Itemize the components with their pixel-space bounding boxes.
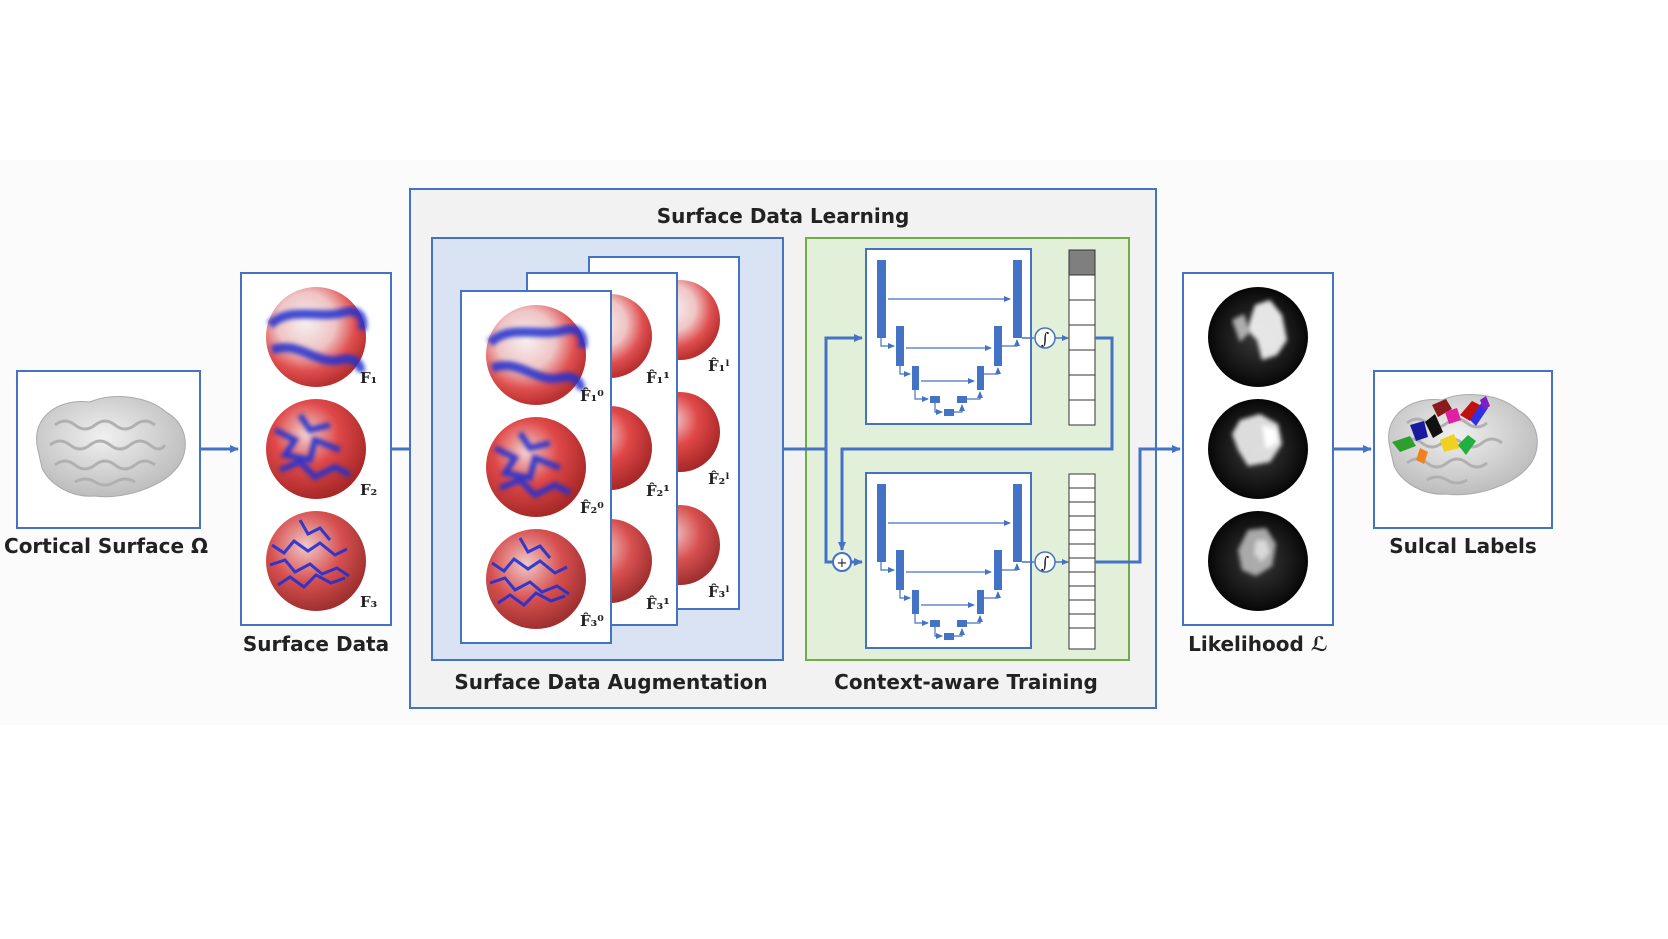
unet-bottom	[865, 472, 1032, 649]
aug-sphere-f3-0	[486, 529, 586, 629]
aug-label-f1-0: F̂₁⁰	[580, 387, 604, 405]
brain-image	[36, 396, 186, 498]
likelihood-map-3	[1208, 511, 1308, 611]
feature-label-f3: F₃	[360, 593, 377, 611]
feature-label-f2: F₂	[360, 481, 377, 499]
surface-data-label: Surface Data	[243, 632, 389, 656]
augmented-card-0: F̂₁⁰ F̂₂⁰ F̂₃⁰	[460, 290, 612, 644]
aug-label-f3-1: F̂₃¹	[646, 595, 670, 613]
output-vector-top	[1068, 249, 1096, 426]
context-aware-training-label: Context-aware Training	[834, 670, 1098, 694]
cortical-surface-label: Cortical Surface Ω	[4, 534, 208, 558]
sulcal-labels-panel	[1373, 370, 1553, 529]
aug-label-f3-l: F̂₃ˡ	[708, 583, 730, 601]
aug-sphere-f1-0	[486, 305, 588, 405]
likelihood-label: Likelihood ℒ	[1188, 632, 1328, 656]
unet-top	[865, 248, 1032, 425]
likelihood-map-1	[1208, 287, 1308, 387]
labeled-brain-image	[1388, 394, 1538, 496]
likelihood-map-2	[1208, 399, 1308, 499]
aug-label-f1-1: F̂₁¹	[646, 369, 670, 387]
sphere-f3	[266, 511, 366, 611]
sphere-f1	[266, 287, 368, 387]
arrow-augmentation-to-plus	[824, 449, 833, 564]
plus-symbol: +	[837, 556, 848, 571]
arrow-context-feedback	[838, 336, 1114, 551]
aug-label-f2-0: F̂₂⁰	[580, 499, 604, 517]
surface-data-learning-label: Surface Data Learning	[657, 204, 910, 228]
feature-label-f1: F₁	[360, 369, 377, 387]
cortical-surface-panel	[16, 370, 201, 529]
sulcal-labels-label: Sulcal Labels	[1389, 534, 1537, 558]
integral-symbol-bottom: ∫	[1041, 553, 1049, 572]
aug-label-f1-l: F̂₁ˡ	[708, 357, 730, 375]
aug-label-f2-1: F̂₂¹	[646, 482, 670, 500]
output-vector-bottom	[1068, 473, 1096, 650]
aug-sphere-f2-0	[486, 417, 586, 517]
surface-data-panel: F₁ F₂ F₃	[240, 272, 392, 626]
integral-symbol-top: ∫	[1041, 329, 1049, 348]
arrow-training-to-likelihood	[1095, 445, 1181, 564]
surface-data-augmentation-label: Surface Data Augmentation	[454, 670, 767, 694]
likelihood-panel	[1182, 272, 1334, 626]
arrow-augmentation-to-unet-top	[783, 334, 863, 451]
sphere-f2	[266, 399, 366, 499]
aug-label-f3-0: F̂₃⁰	[580, 612, 604, 630]
aug-label-f2-l: F̂₂ˡ	[708, 470, 730, 488]
